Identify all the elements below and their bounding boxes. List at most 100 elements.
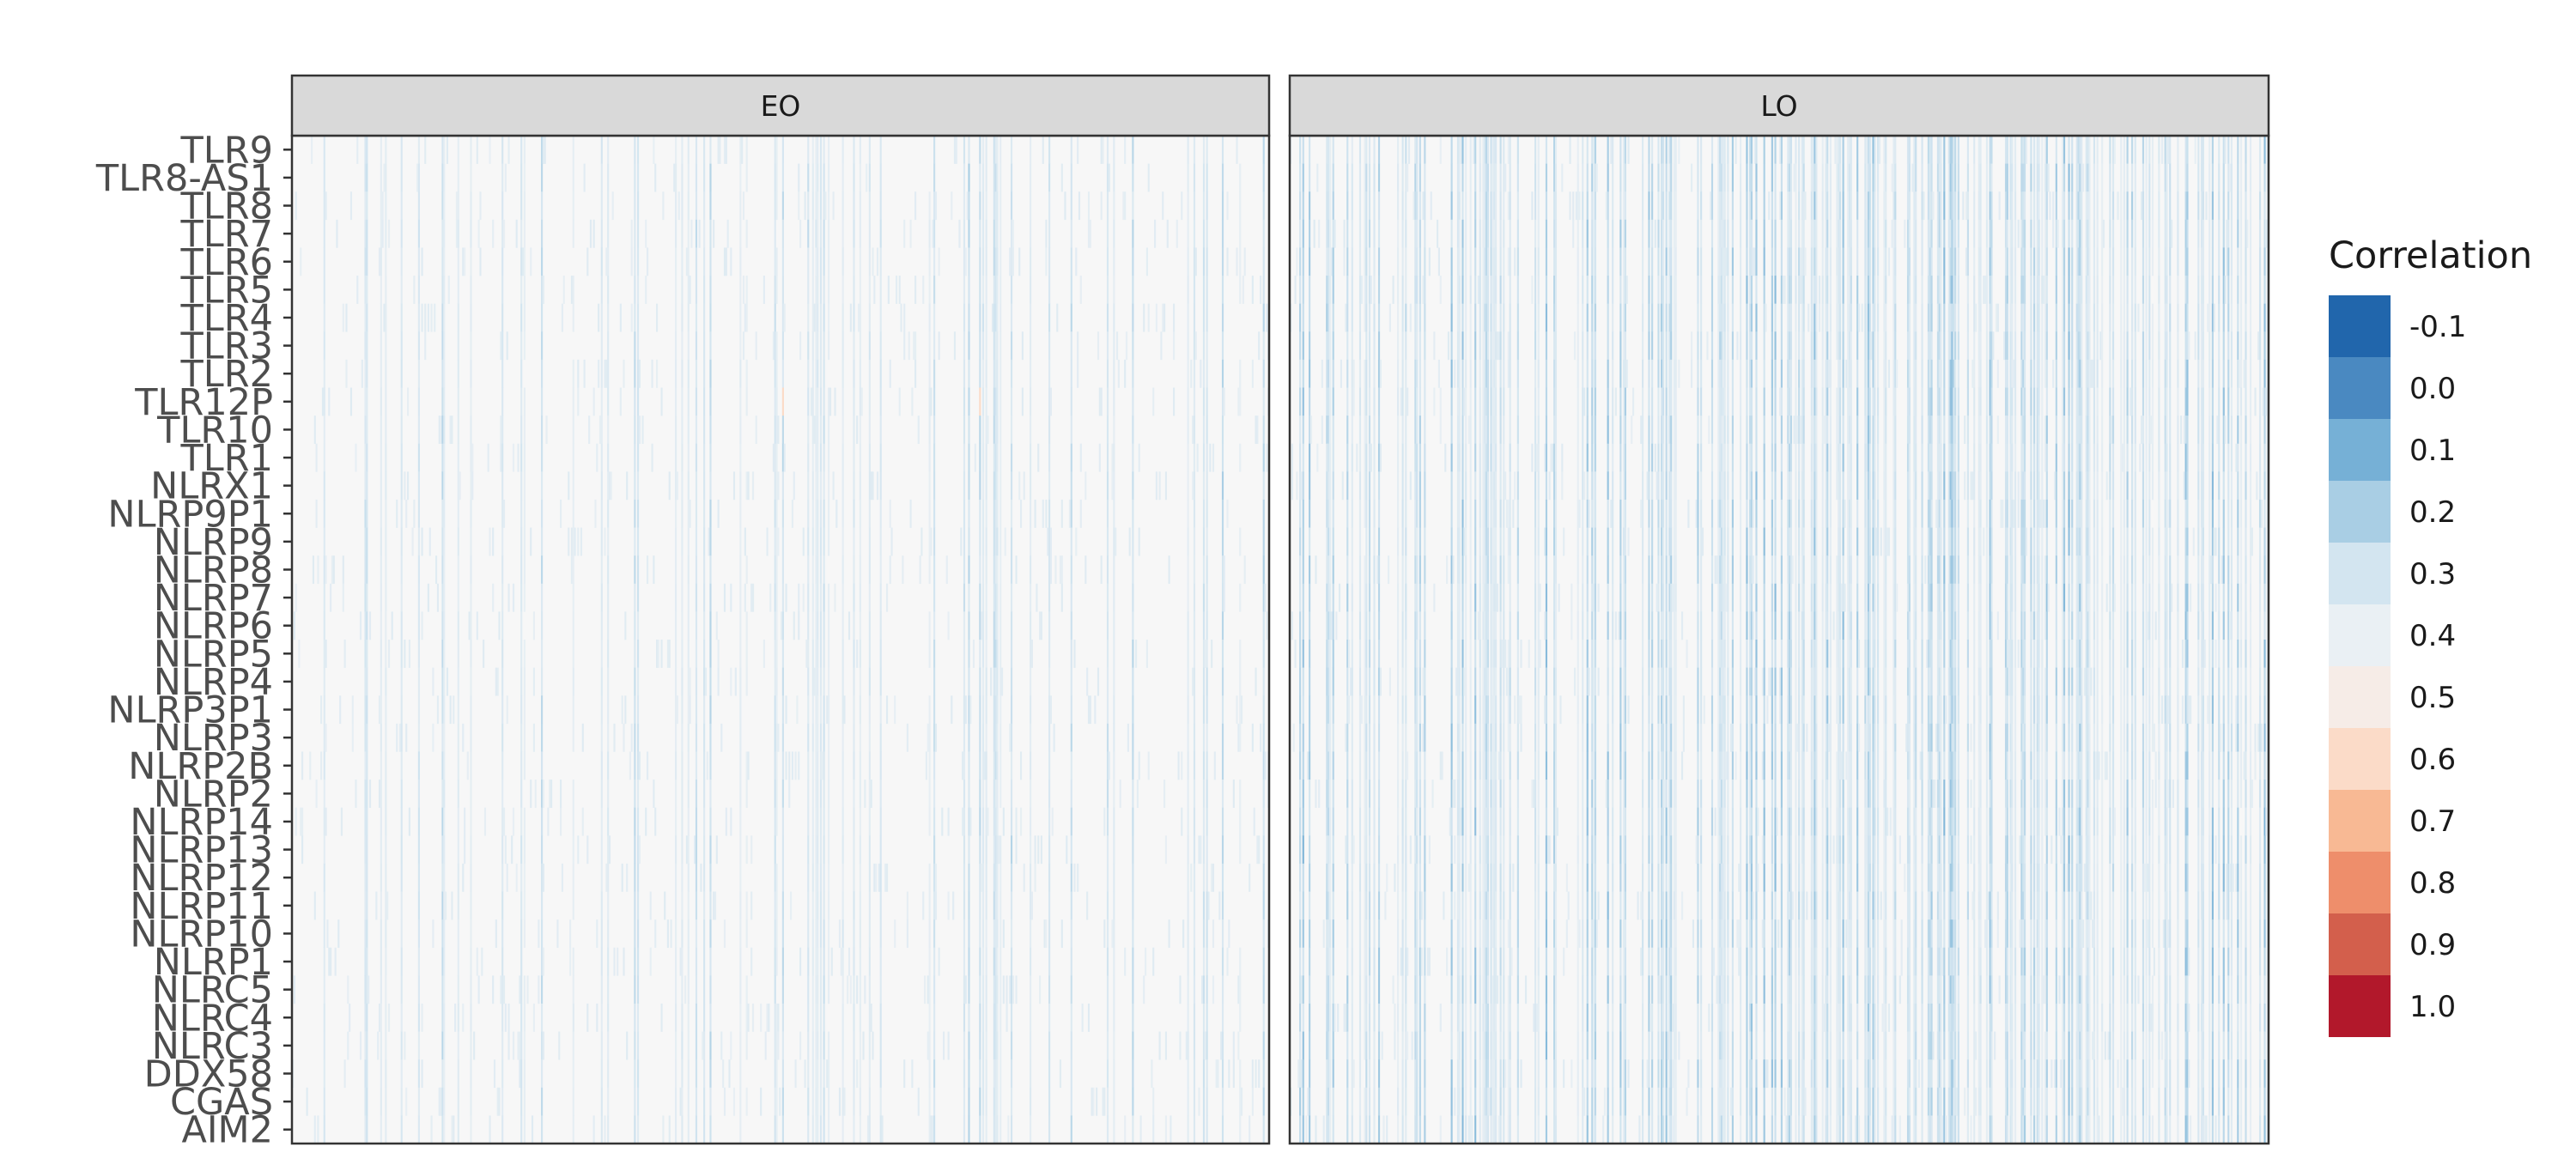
heatmap-cell	[703, 219, 706, 248]
heatmap-cell	[687, 1003, 690, 1032]
heatmap-cell	[781, 667, 784, 696]
heatmap-cell	[739, 695, 742, 725]
heatmap-cell	[364, 807, 367, 836]
heatmap-cell	[725, 807, 727, 836]
heatmap-cell	[853, 583, 855, 612]
heatmap-cell	[1753, 247, 1756, 276]
heatmap-cell	[1763, 331, 1765, 361]
heatmap-cell	[1624, 191, 1626, 221]
heatmap-cell	[1966, 303, 1969, 332]
heatmap-cell	[1573, 331, 1577, 361]
heatmap-cell	[1059, 1059, 1062, 1089]
heatmap-cell	[1030, 1115, 1032, 1144]
heatmap-cell	[507, 136, 510, 164]
heatmap-cell	[2004, 303, 2008, 332]
heatmap-cell	[520, 499, 523, 528]
heatmap-cell	[600, 1087, 603, 1116]
heatmap-cell	[981, 863, 983, 892]
heatmap-cell	[2024, 163, 2026, 192]
heatmap-cell	[817, 555, 819, 585]
heatmap-cell	[2142, 247, 2145, 276]
heatmap-cell	[1868, 219, 1871, 248]
heatmap-cell	[1010, 443, 1013, 472]
heatmap-cell	[1424, 191, 1426, 221]
heatmap-cell	[828, 471, 830, 501]
heatmap-cell	[993, 975, 995, 1004]
heatmap-cell	[1064, 191, 1066, 221]
heatmap-cell	[785, 583, 787, 612]
heatmap-cell	[534, 780, 537, 808]
heatmap-cell	[520, 219, 523, 248]
heatmap-cell	[1949, 136, 1952, 164]
heatmap-cell	[1953, 303, 1955, 332]
heatmap-cell	[841, 1031, 844, 1060]
heatmap-cell	[817, 807, 819, 836]
heatmap-cell	[1818, 303, 1821, 332]
heatmap-cell	[911, 1059, 914, 1089]
heatmap-cell	[600, 1003, 603, 1032]
heatmap-cell	[459, 471, 461, 501]
heatmap-cell	[1465, 163, 1467, 192]
heatmap-cell	[1908, 247, 1911, 276]
heatmap-cell	[834, 583, 836, 612]
heatmap-cell	[1545, 247, 1548, 276]
heatmap-cell	[1405, 191, 1407, 221]
heatmap-cell	[832, 191, 835, 221]
heatmap-cell	[868, 807, 871, 836]
heatmap-cell	[1106, 1003, 1109, 1032]
heatmap-cell	[1456, 247, 1460, 276]
heatmap-cell	[1504, 163, 1507, 192]
heatmap-cell	[417, 1031, 420, 1060]
heatmap-cell	[811, 471, 814, 501]
heatmap-cell	[1966, 276, 1969, 304]
heatmap-cell	[364, 947, 367, 976]
heatmap-cell	[709, 1087, 712, 1116]
heatmap-cell	[675, 219, 677, 248]
heatmap-cell	[775, 863, 778, 892]
heatmap-cell	[471, 471, 474, 501]
heatmap-cell	[1622, 191, 1625, 221]
heatmap-cell	[1048, 219, 1051, 248]
heatmap-cell	[1397, 247, 1400, 276]
heatmap-cell	[600, 583, 603, 612]
heatmap-cell	[1414, 191, 1417, 221]
heatmap-cell	[999, 667, 1002, 696]
heatmap-cell	[933, 247, 936, 276]
heatmap-cell	[1108, 751, 1110, 780]
heatmap-cell	[2164, 136, 2166, 164]
heatmap-cell	[443, 975, 446, 1004]
heatmap-cell	[879, 499, 882, 528]
heatmap-cell	[1075, 527, 1078, 556]
heatmap-cell	[520, 947, 523, 976]
heatmap-cell	[1012, 975, 1014, 1004]
heatmap-cell	[1938, 163, 1941, 192]
heatmap-cell	[928, 555, 931, 585]
heatmap-cell	[504, 163, 507, 192]
heatmap-cell	[1202, 583, 1206, 612]
heatmap-cell	[1938, 136, 1941, 164]
heatmap-cell	[1299, 303, 1302, 332]
heatmap-cell	[985, 163, 987, 192]
heatmap-cell	[359, 611, 362, 640]
heatmap-cell	[1801, 136, 1803, 164]
heatmap-cell	[1947, 303, 1950, 332]
heatmap-cell	[1554, 219, 1558, 248]
heatmap-cell	[457, 611, 459, 640]
heatmap-cell	[1553, 163, 1556, 192]
heatmap-cell	[2184, 276, 2187, 304]
heatmap-cell	[1327, 136, 1330, 164]
heatmap-cell	[996, 136, 999, 164]
heatmap-cell	[1927, 247, 1929, 276]
heatmap-cell	[636, 723, 640, 752]
heatmap-cell	[755, 331, 757, 361]
heatmap-cell	[1990, 247, 1993, 276]
heatmap-cell	[873, 276, 876, 304]
heatmap-cell	[963, 555, 966, 585]
heatmap-cell	[2222, 303, 2225, 332]
heatmap-cell	[607, 499, 610, 528]
heatmap-cell	[430, 303, 433, 332]
heatmap-cell	[807, 947, 810, 976]
heatmap-cell	[607, 947, 610, 976]
heatmap-cell	[807, 303, 810, 332]
heatmap-cell	[457, 416, 459, 445]
